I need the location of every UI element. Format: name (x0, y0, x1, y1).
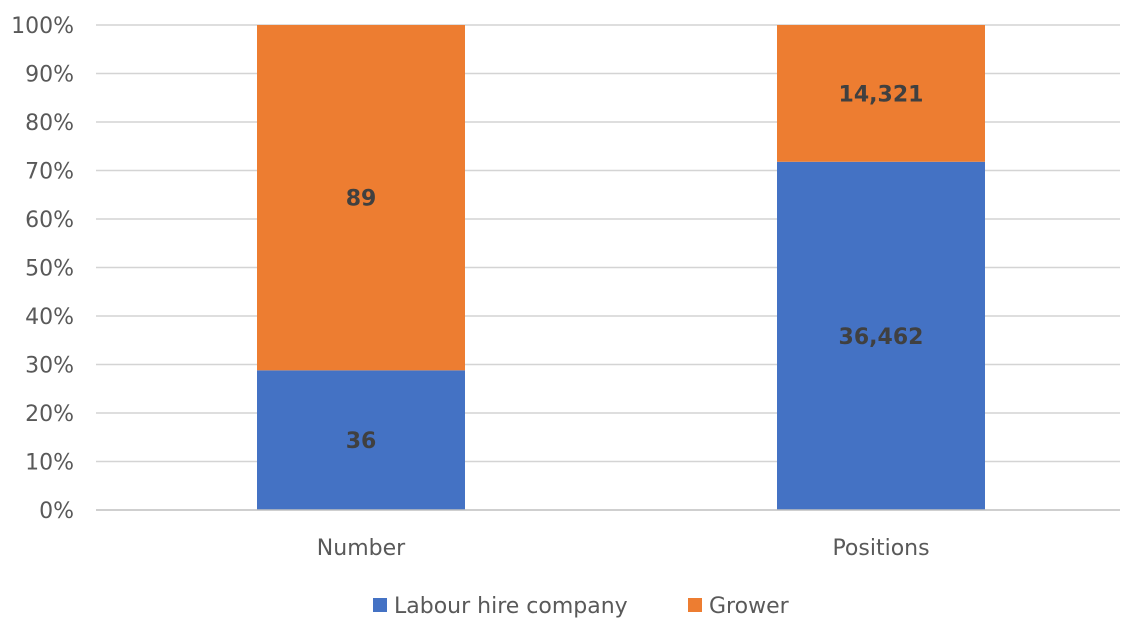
y-tick-label: 90% (25, 63, 74, 88)
legend-label: Labour hire company (394, 594, 628, 619)
y-tick-label: 10% (25, 451, 74, 476)
bar-segment-grower-positions (777, 25, 985, 162)
y-tick-label: 30% (25, 354, 74, 379)
legend: Labour hire company Grower (373, 594, 790, 619)
bar-segment-grower-number (257, 25, 465, 371)
bars: 36 89 36,462 14,321 (257, 25, 985, 510)
y-tick-label: 70% (25, 160, 74, 185)
x-axis: Number Positions (96, 509, 1120, 561)
y-tick-label: 20% (25, 402, 74, 427)
y-tick-label: 80% (25, 111, 74, 136)
bar-segment-labour-hire-company-number (257, 370, 465, 510)
data-label: 89 (346, 187, 377, 212)
y-tick-label: 0% (39, 499, 74, 524)
y-tick-label: 60% (25, 208, 74, 233)
y-tick-label: 100% (11, 14, 74, 39)
data-label: 36 (346, 429, 377, 454)
data-label: 14,321 (839, 82, 924, 107)
bar-segment-labour-hire-company-positions (777, 161, 985, 510)
y-tick-label: 40% (25, 305, 74, 330)
x-category-label: Positions (832, 536, 929, 561)
data-label: 36,462 (839, 325, 924, 350)
y-tick-label: 50% (25, 257, 74, 282)
x-category-label: Number (317, 536, 406, 561)
legend-label: Grower (709, 594, 790, 619)
y-axis: 0% 10% 20% 30% 40% 50% 60% 70% 80% 90% 100% (11, 14, 74, 524)
legend-swatch-grower (688, 598, 702, 612)
legend-swatch-labour-hire-company (373, 598, 387, 612)
